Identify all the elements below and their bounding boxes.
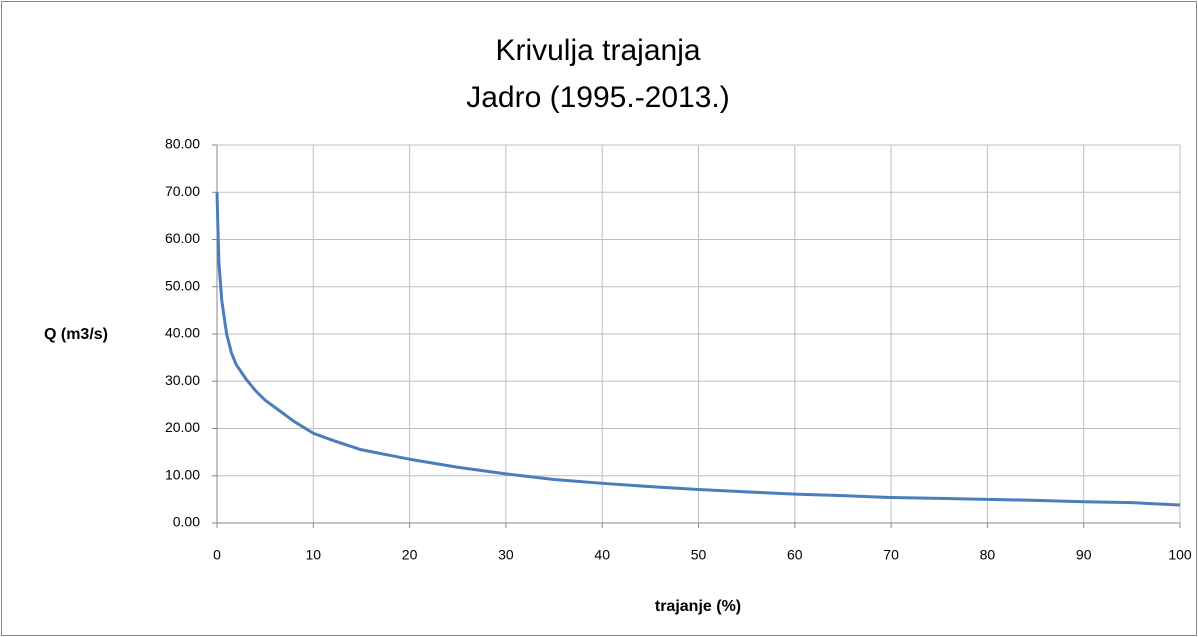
y-tick-label: 30.00 (165, 372, 200, 388)
y-tick-label: 40.00 (165, 325, 200, 341)
y-tick-label: 80.00 (165, 136, 200, 152)
x-tick-label: 100 (1168, 547, 1192, 563)
y-tick-label: 10.00 (165, 466, 200, 482)
chart-subtitle: Jadro (1995.-2013.) (466, 81, 730, 114)
x-tick-label: 90 (1076, 547, 1092, 563)
x-tick-label: 0 (213, 547, 221, 563)
y-tick-label: 60.00 (165, 230, 200, 246)
y-tick-label: 20.00 (165, 419, 200, 435)
x-tick-label: 60 (787, 547, 803, 563)
y-tick-label: 50.00 (165, 277, 200, 293)
x-axis-title: trajanje (%) (655, 598, 741, 615)
y-axis-title: Q (m3/s) (44, 326, 108, 343)
y-tick-label: 70.00 (165, 183, 200, 199)
data-line (215, 192, 1181, 507)
x-tick-label: 50 (691, 547, 707, 563)
chart-title: Krivulja trajanja (495, 34, 700, 67)
x-tick-label: 10 (306, 547, 322, 563)
x-tick-label: 30 (498, 547, 514, 563)
x-tick-label: 20 (402, 547, 418, 563)
x-tick-label: 80 (980, 547, 996, 563)
x-tick-label: 40 (594, 547, 610, 563)
x-tick-label: 70 (883, 547, 899, 563)
y-tick-label: 0.00 (173, 514, 200, 530)
